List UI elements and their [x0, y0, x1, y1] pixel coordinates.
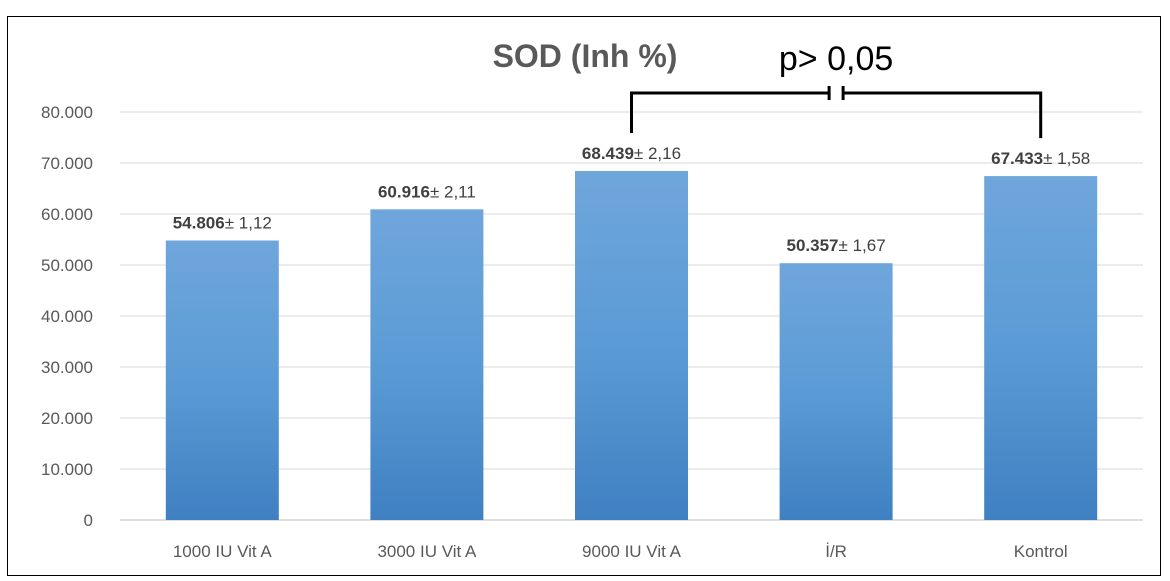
y-tick-label: 0 [84, 511, 93, 530]
x-tick-label: 1000 IU Vit A [173, 542, 273, 561]
y-tick-label: 40.000 [41, 307, 93, 326]
data-label: 60.916± 2,11 [378, 182, 476, 201]
significance-label: p> 0,05 [779, 40, 893, 78]
data-label-error: ± 1,67 [839, 236, 886, 255]
x-tick-label: 9000 IU Vit A [582, 542, 682, 561]
bar [575, 170, 688, 520]
data-label-value: 60.916 [378, 182, 430, 201]
y-tick-label: 50.000 [41, 256, 93, 275]
data-label: 68.439± 2,16 [582, 144, 681, 163]
data-label-error: ± 2,11 [430, 182, 476, 201]
data-label-error: ± 1,12 [225, 213, 272, 232]
chart-title: SOD (Inh %) [493, 38, 678, 74]
y-axis-ticks: 0 10.000 20.000 30.000 40.000 50.000 60.000 70.… [41, 103, 93, 530]
y-tick-label: 60.000 [41, 205, 93, 224]
bar [984, 176, 1098, 520]
y-tick-label: 30.000 [41, 358, 93, 377]
data-label-value: 67.433 [991, 149, 1043, 168]
data-label-value: 50.357 [787, 236, 839, 255]
bar [165, 240, 279, 521]
bar [370, 209, 484, 520]
data-labels: 54.806± 1,12 60.916± 2,11 68.439± 2,16 50.3… [173, 144, 1091, 255]
data-label-error: ± 2,16 [634, 144, 681, 163]
x-tick-label: İ/R [825, 542, 847, 561]
x-tick-label: 3000 IU Vit A [377, 542, 477, 561]
bracket-left [630, 91, 830, 133]
data-label: 67.433± 1,58 [991, 149, 1090, 168]
bar [779, 263, 893, 520]
data-label-error: ± 1,58 [1043, 149, 1090, 168]
data-label-value: 54.806 [173, 213, 225, 232]
data-label-value: 68.439 [582, 144, 634, 163]
x-axis-ticks: 1000 IU Vit A 3000 IU Vit A 9000 IU Vit A İ… [173, 542, 1068, 561]
y-tick-label: 80.000 [41, 103, 93, 122]
y-tick-label: 10.000 [41, 460, 93, 479]
y-tick-label: 20.000 [41, 409, 93, 428]
y-tick-label: 70.000 [41, 154, 93, 173]
data-label: 54.806± 1,12 [173, 213, 272, 232]
data-label: 50.357± 1,67 [787, 236, 886, 255]
chart-frame [7, 16, 1161, 576]
bars [165, 170, 1098, 521]
significance-annotation: p> 0,05 [630, 40, 1043, 139]
x-tick-label: Kontrol [1014, 542, 1068, 561]
bracket-right [843, 91, 1043, 139]
